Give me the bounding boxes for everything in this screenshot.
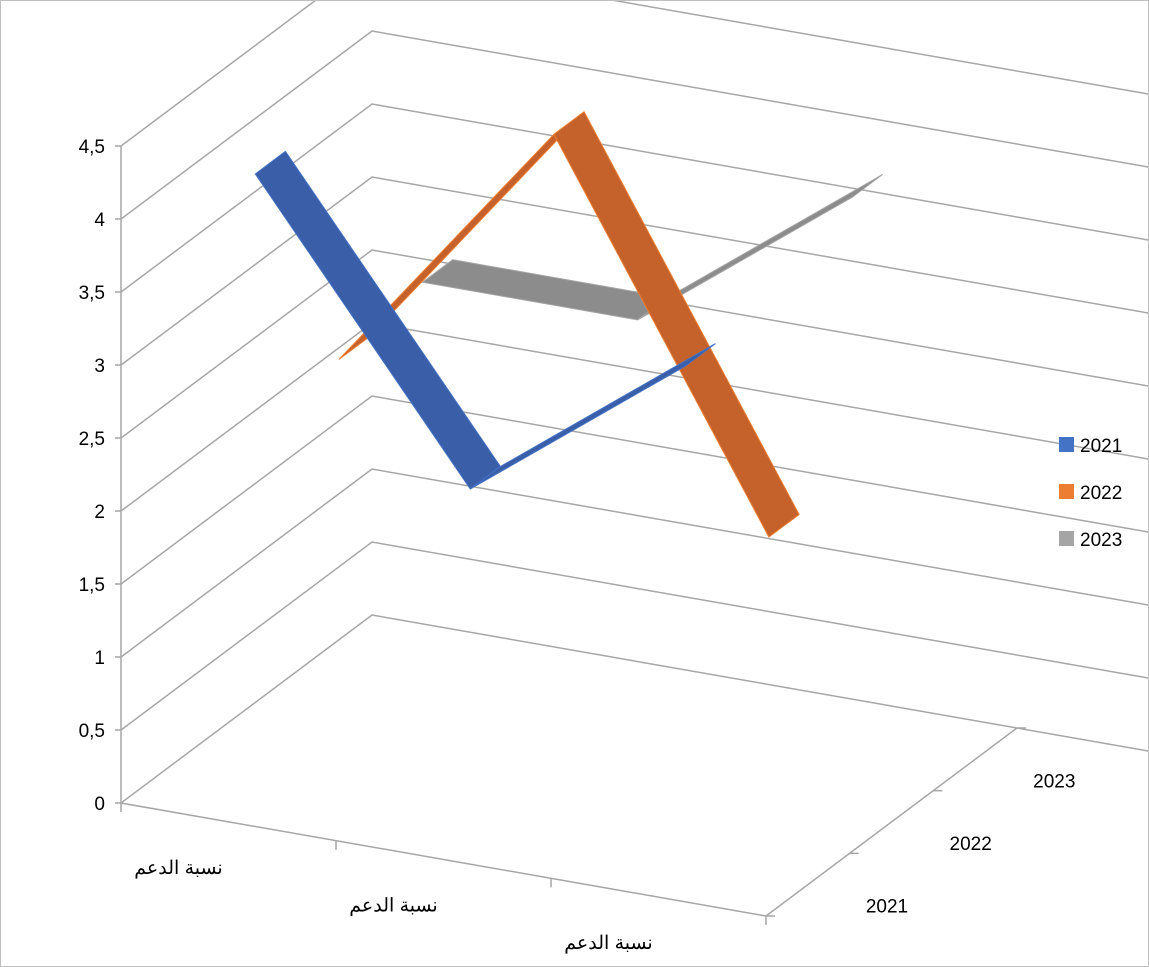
y-tick-label: 2,5 — [79, 429, 105, 450]
y-tick-label: 3,5 — [79, 283, 105, 304]
gridline — [120, 103, 1148, 293]
gridline — [120, 541, 1148, 731]
y-tick-label: 1,5 — [79, 575, 105, 596]
y-tick-label: 0 — [94, 794, 105, 815]
axes — [115, 145, 1026, 925]
legend-label: 2021 — [1080, 436, 1122, 457]
depth-tick-label: 2023 — [1033, 771, 1075, 792]
gridline — [120, 249, 1148, 439]
legend-label: 2023 — [1080, 530, 1122, 551]
gridline — [120, 1, 1148, 147]
x-tick-label: نسبة الدعم — [349, 896, 437, 917]
legend-label: 2022 — [1080, 483, 1122, 504]
series-ribbons — [254, 111, 884, 538]
gridline — [120, 30, 1148, 220]
y-tick-label: 2 — [94, 502, 105, 523]
gridline — [120, 322, 1148, 512]
depth-axis-line — [765, 727, 1018, 917]
ribbon-segment — [553, 111, 800, 538]
series-2021 — [254, 150, 716, 490]
x-axis-line — [120, 802, 767, 917]
gridline — [120, 176, 1148, 366]
x-tick-label: نسبة الدعم — [564, 933, 652, 954]
legend-swatch — [1059, 437, 1074, 452]
series-2022 — [338, 111, 800, 538]
gridline — [120, 468, 1148, 658]
depth-tick-label: 2021 — [866, 897, 908, 918]
legend-swatch — [1059, 484, 1074, 499]
ribbon-segment — [254, 150, 502, 490]
y-tick-label: 1 — [94, 648, 105, 669]
legend: 2021 2022 2023 — [1059, 436, 1122, 551]
gridline — [120, 614, 1148, 804]
ribbon-segment — [470, 343, 716, 490]
y-tick-label: 4,5 — [79, 137, 105, 158]
y-tick-label: 0,5 — [79, 721, 105, 742]
gridlines — [120, 1, 1148, 804]
x-tick-label: نسبة الدعم — [134, 858, 222, 879]
y-tick-label: 4 — [94, 210, 105, 231]
legend-swatch — [1059, 531, 1074, 546]
series-2023 — [421, 173, 884, 321]
tick-labels: 0 0,5 1 1,5 2 2,5 3 3,5 4 4,5 نسبة الدعم نسبة الدعم… — [79, 137, 1076, 954]
depth-tick-label: 2022 — [950, 834, 992, 855]
y-tick-label: 3 — [94, 356, 105, 377]
gridline — [120, 395, 1148, 585]
